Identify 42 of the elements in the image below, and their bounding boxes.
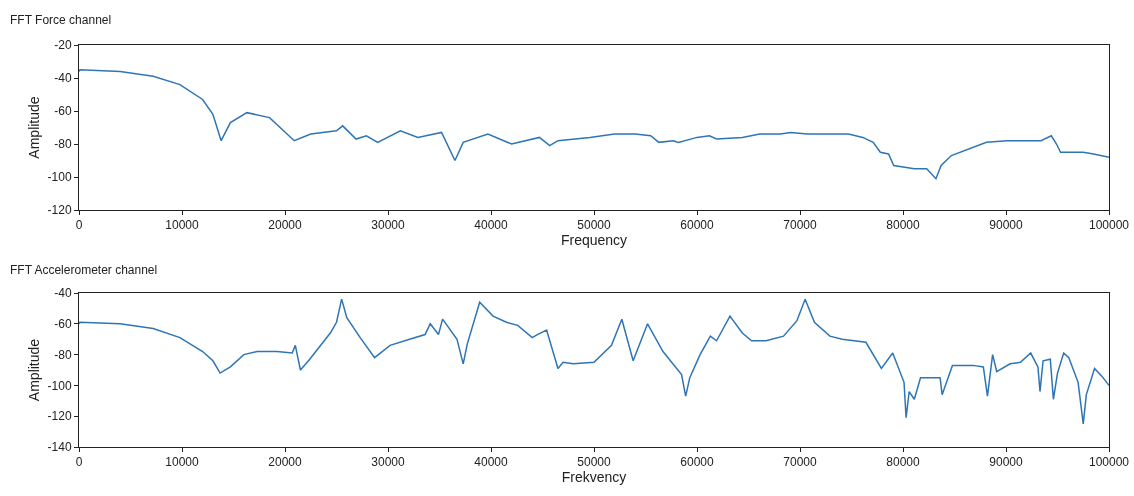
x-tick-label: 70000 [783,455,818,470]
x-tick-label: 60000 [680,218,715,233]
x-tick-label: 0 [75,455,83,470]
x-tick-label: 50000 [577,455,612,470]
y-tick-label: -120 [47,203,72,218]
y-axis-title: Amplitude [26,96,43,159]
x-tick-label: 70000 [783,218,818,233]
x-tick-label: 0 [75,218,83,233]
y-tick-label: -100 [47,378,72,393]
x-tick-label: 80000 [886,455,921,470]
y-tick-label: -80 [54,137,72,152]
y-tick-label: -20 [54,38,72,53]
y-tick-label: -80 [54,347,72,362]
x-tick-label: 80000 [886,218,921,233]
y-tick-label: -40 [54,286,72,301]
x-axis-title: Frekvency [561,469,627,486]
y-tick-label: -60 [54,317,72,331]
chart-title: FFT Accelerometer channel [10,263,158,278]
x-tick-label: 90000 [989,218,1024,233]
x-tick-label: 100000 [1088,218,1130,233]
x-tick-label: 30000 [371,218,406,233]
x-tick-label: 60000 [680,455,715,470]
x-tick-label: 30000 [371,455,406,470]
x-tick-label: 10000 [165,218,200,233]
x-tick-label: 40000 [474,455,509,470]
x-tick-label: 100000 [1088,455,1130,470]
y-tick-label: -140 [47,440,72,455]
x-tick-label: 10000 [165,455,200,470]
y-tick-label: -40 [54,71,72,86]
line-series [79,69,1109,180]
x-tick-label: 20000 [268,218,303,233]
chart-title: FFT Force channel [10,13,112,28]
x-tick-label: 50000 [577,218,612,233]
x-axis-title: Frequency [560,232,628,249]
y-tick-label: -100 [47,170,72,185]
y-axis-title: Amplitude [26,338,43,402]
y-tick-label: -60 [54,104,72,119]
x-tick-label: 20000 [268,455,303,470]
y-tick-label: -120 [47,409,72,424]
x-tick-label: 40000 [474,218,509,233]
x-tick-label: 90000 [989,455,1024,470]
line-series [79,298,1109,425]
